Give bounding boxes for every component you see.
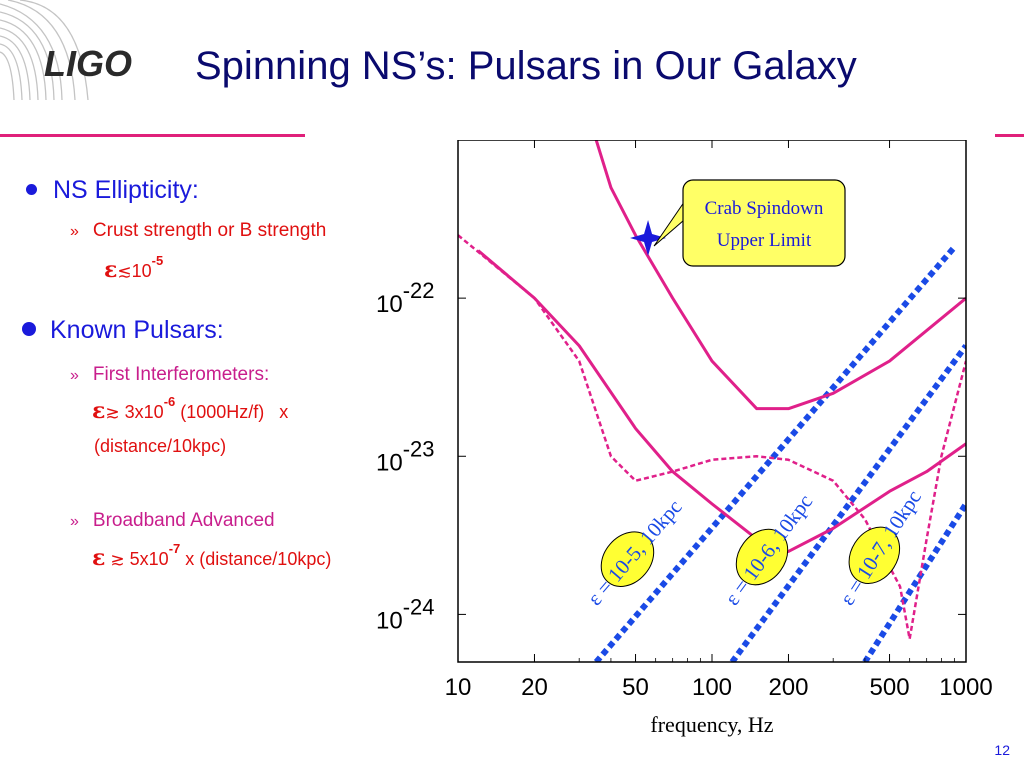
x-tick-label: 100	[692, 674, 732, 701]
x-tick-label: 1000	[939, 674, 992, 701]
y-tick-label: 10-24	[376, 594, 435, 634]
sensitivity-curve-1	[594, 140, 966, 411]
x-tick-label: 10	[445, 674, 472, 701]
reference-label-text: ε = 10-6, 10kpc	[720, 490, 817, 610]
reference-label-1: ε = 10-5, 10kpc	[583, 495, 687, 610]
sub-bullet-first-interferometers: » First Interferometers:	[70, 364, 270, 385]
first-interferometers-formula: ε≳ 3x10-6 (1000Hz/f) x	[92, 394, 289, 424]
first-interferometers-formula-line2: (distance/10kpc)	[94, 436, 227, 456]
x-tick-label: 20	[521, 674, 548, 701]
epsilon-symbol: ε	[104, 257, 118, 283]
sub-bullet-broadband-advanced: » Broadband Advanced	[70, 510, 275, 531]
y-tick-label: 10-22	[376, 278, 435, 318]
reference-label-circle	[600, 531, 655, 587]
sensitivity-chart: 10 20 50 100 200 500 1000 10-22 10-23 10-24 freque…	[376, 140, 993, 737]
advanced-formula: ε ≳ 5x10-7 x (distance/10kpc)	[92, 541, 332, 571]
ligo-logo: LIGO	[0, 0, 132, 101]
x-tick-label: 500	[870, 674, 910, 701]
bullet-dot	[22, 322, 36, 337]
crab-annotation: Crab Spindown Upper Limit	[653, 179, 846, 267]
x-tick-label: 50	[622, 674, 649, 701]
crab-star-marker	[630, 220, 667, 257]
reference-label-circle	[848, 526, 901, 584]
reference-line-3	[862, 502, 966, 662]
bullet-known-pulsars: Known Pulsars:	[22, 316, 224, 345]
x-axis-label: frequency, Hz	[650, 712, 773, 737]
sensitivity-curve-2	[477, 249, 966, 553]
reference-label-text: ε = 10-5, 10kpc	[583, 495, 687, 610]
reference-label-circle	[735, 528, 789, 586]
bullet-ns-ellipticity: NS Ellipticity:	[26, 176, 199, 205]
ellipticity-formula: ε≲10-5	[104, 253, 164, 283]
annotation-line-2: Upper Limit	[717, 230, 812, 251]
annotation-line-1: Crab Spindown	[705, 198, 824, 219]
reference-label-2: ε = 10-6, 10kpc	[720, 490, 817, 610]
page-number: 12	[994, 742, 1010, 758]
svg-text:LIGO: LIGO	[44, 43, 132, 84]
reference-line-2	[729, 343, 966, 662]
title-divider-left	[0, 134, 305, 137]
bullet-dot	[26, 183, 37, 195]
bullet-label: NS Ellipticity:	[53, 176, 199, 204]
slide-title: Spinning NS’s: Pulsars in Our Galaxy	[195, 44, 857, 88]
sensitivity-curve-3	[458, 234, 966, 641]
sub-bullet-crust: » Crust strength or B strength	[70, 220, 327, 241]
y-tick-label: 10-23	[376, 436, 435, 476]
annotation-box	[682, 179, 846, 267]
plot-area	[458, 140, 966, 662]
bullet-label: Known Pulsars:	[50, 316, 224, 344]
x-tick-label: 200	[768, 674, 808, 701]
title-divider-right	[995, 134, 1024, 137]
reference-line-1	[593, 245, 957, 662]
